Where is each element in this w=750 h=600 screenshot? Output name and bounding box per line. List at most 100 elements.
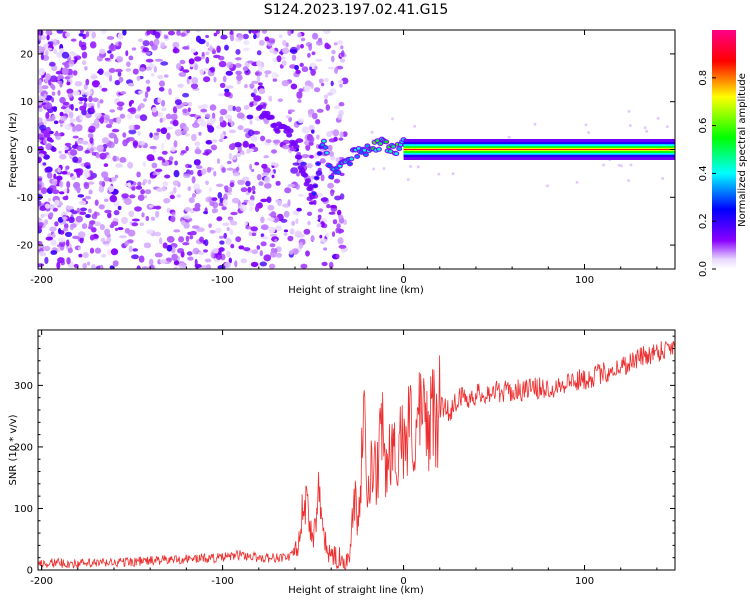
spectrogram-cell [94,112,103,119]
spectrogram-cell [129,107,137,115]
spectrogram-cell [45,143,53,151]
spectrogram-cell [156,128,161,133]
spectrogram-cell [141,266,149,269]
spectrogram-cell [316,223,322,228]
spectrogram-cell [256,245,260,250]
spectrogram-cell [617,163,621,167]
spectrogram-cell [186,30,190,34]
spectrogram-cell [184,207,191,212]
spectrogram-cell [171,253,178,261]
spectrogram-cell [212,208,219,214]
spectrogram-cell [188,58,195,65]
spectrogram-cell [255,72,259,76]
ridge-core [327,164,332,168]
colorbar-tick-label: 0.2 [698,213,709,229]
spectrogram-cell [258,65,263,73]
colorbar-tick-label: 0.8 [698,70,709,86]
ridge-blob [296,154,303,160]
spectrogram-cell [230,243,235,249]
spectrogram-cell [55,135,62,140]
spectrogram-cell [230,120,234,127]
spectrogram-cell [218,55,225,61]
spectrogram-cell [70,175,76,181]
spectrogram-cell [176,63,182,70]
spectrogram-cell [187,256,194,261]
spectrogram-cell [268,263,276,269]
spectrogram-cell [211,49,216,55]
spectrogram-cell [342,131,348,138]
spectrogram-cell [333,178,341,184]
spectrogram-cell [234,142,242,148]
spectrogram-cell [70,103,74,111]
spectrogram-cell [310,68,316,76]
spectrogram-cell [190,230,197,236]
spectrogram-cell [297,193,304,197]
spectrogram-cell [96,55,103,62]
spectrogram-cell [116,116,122,124]
spectrogram-cell [334,105,340,110]
spectrogram-cell [89,247,95,254]
spectrogram-cell [250,261,259,268]
spectrogram-cell [643,126,647,130]
spectrogram-cell [245,180,251,187]
spectrogram-cell [173,229,181,233]
spectrogram-cell [57,247,61,252]
spectrogram-cell [281,80,290,87]
spectrogram-cell [242,176,250,182]
spectrogram-cell [197,251,205,256]
spectrogram-cell [44,47,53,51]
spectrogram-cell [58,228,62,235]
spectrogram-cell [109,53,114,60]
spectrogram-cell [51,84,56,91]
spectrogram-cell [182,69,190,73]
spectrogram-cell [224,44,229,51]
spectrogram-cell [256,60,262,67]
spectrogram-cell [338,80,344,84]
spectrogram-cell [230,220,238,226]
spectrogram-cell [116,56,124,63]
spectrogram-cell [238,245,245,250]
spectrogram-cell [128,82,135,87]
y-tick-label: 0 [27,145,33,156]
colorbar-ticks: 0.0 0.2 0.4 0.6 0.8 [698,70,716,277]
spectrogram-cell [67,92,74,98]
spectrogram-cell [248,202,255,207]
spectrogram-cell [340,45,344,50]
spectrogram-cell [194,56,202,62]
spectrogram-cell [116,106,123,111]
spectrogram-cell [271,149,277,154]
spectrogram-cell [52,106,58,112]
spectrogram-cell [191,225,200,230]
spectrogram-cell [38,146,44,152]
spectrogram-cell [78,253,83,258]
spectrogram-cell [211,112,216,119]
spectrogram-cell [280,218,288,223]
spectrogram-cell [174,160,179,166]
spectrogram-cell [39,205,47,211]
spectrogram-cell [85,214,91,218]
spectrogram-y-ticks: 20 10 0 -10 -20 [17,49,675,252]
spectrogram-cell [144,195,148,199]
spectrogram-cell [249,83,255,89]
spectrogram-cell [205,56,210,64]
spectrogram-cell [222,222,230,227]
spectrogram-cell [265,73,269,78]
spectrogram-cell [274,239,278,243]
spectrogram-cell [336,223,341,229]
spectrogram-cell [228,257,232,264]
spectrogram-cell [268,213,276,217]
spectrogram-cell [153,132,160,136]
spectrogram-cell [79,113,83,121]
spectrogram-cell [76,186,81,194]
spectrogram-cell [437,172,441,176]
spectrogram-cell [533,122,537,126]
spectrogram-cell [266,196,272,203]
spectrogram-cell [80,30,84,34]
spectrogram-cell [277,199,282,207]
spectrogram-cell [78,246,82,250]
spectrogram-cell [225,114,233,119]
spectrogram-cell [155,210,160,218]
spectrogram-cell [142,161,147,167]
spectrogram-cell [209,229,216,234]
spectrogram-cell [49,226,57,232]
